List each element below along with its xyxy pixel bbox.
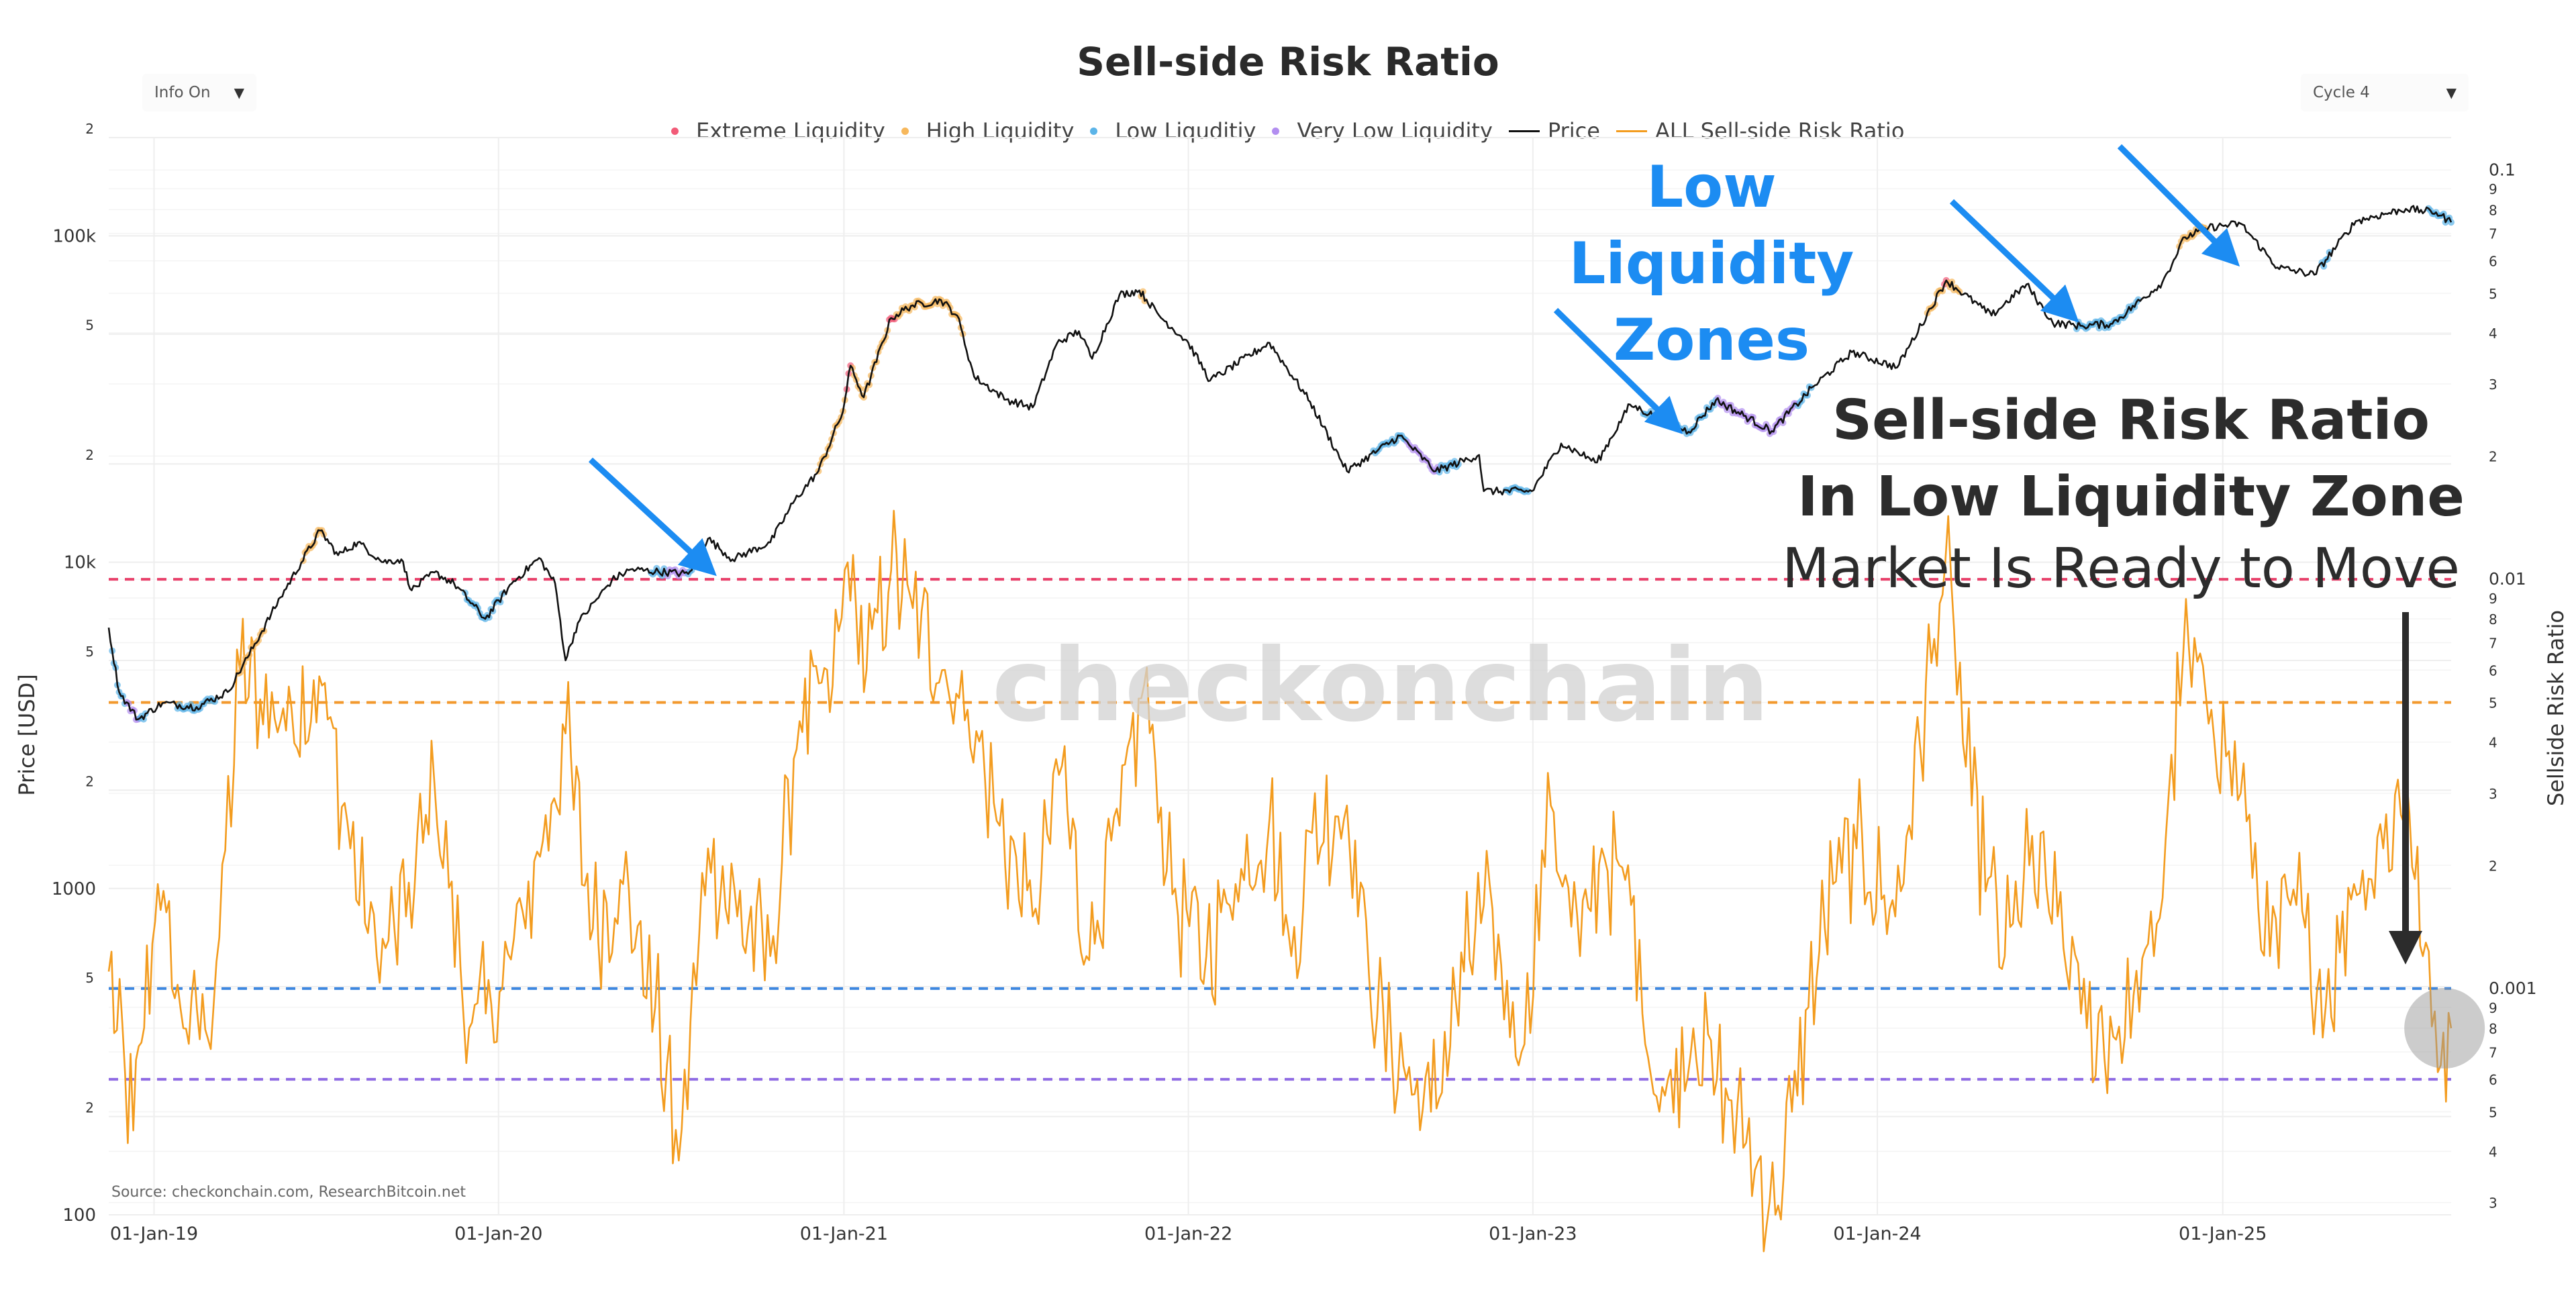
legend-item[interactable]: Low Liquditiy <box>1090 118 1256 144</box>
y-right-tick-label: 6 <box>2489 662 2497 679</box>
ssrr-line1: Sell-side Risk Ratio <box>1832 389 2430 452</box>
y-right-tick-label: 7 <box>2489 1044 2497 1060</box>
y-right-tick-label: 8 <box>2489 611 2497 628</box>
cycle-dropdown[interactable]: Cycle 4 ▼ <box>2301 74 2469 111</box>
chevron-down-icon: ▼ <box>2446 85 2457 101</box>
y-right-tick-label: 6 <box>2489 254 2497 270</box>
y-right-tick-label: 7 <box>2489 226 2497 242</box>
y-left-tick-label: 10k <box>64 553 96 573</box>
legend-item[interactable]: Price <box>1508 118 1600 144</box>
chart-title: Sell-side Risk Ratio <box>1077 39 1499 85</box>
legend-label: High Liquidity <box>926 118 1075 144</box>
legend-label: ALL Sell-side Risk Ratio <box>1654 118 1905 144</box>
chart-legend: Extreme Liquidity High Liquidity Low Liqud… <box>671 118 1920 144</box>
series-ratio-line <box>107 509 2453 1252</box>
y-left-tick-label: 2 <box>85 773 94 789</box>
info-dropdown-label: Info On <box>154 84 211 101</box>
low-liquidity-line2: Zones <box>1613 307 1810 374</box>
y-left-tick-label: 5 <box>85 317 94 334</box>
x-tick-label: 01-Jan-19 <box>110 1224 198 1244</box>
y-right-tick-label: 0.001 <box>2489 979 2537 998</box>
y-left-tick-label: 100 <box>62 1205 96 1226</box>
source-note: Source: checkonchain.com, ResearchBitcoi… <box>111 1184 466 1201</box>
legend-swatch <box>1272 127 1280 135</box>
y-right-tick-label: 0.1 <box>2489 160 2516 179</box>
y-left-tick-label: 1000 <box>52 879 96 899</box>
y-right-tick-label: 2 <box>2489 449 2497 465</box>
series-price-line <box>107 205 2453 721</box>
y-right-tick-label: 4 <box>2489 1144 2497 1160</box>
y-right-tick-label: 7 <box>2489 636 2497 652</box>
y-right-tick-label: 3 <box>2489 786 2497 802</box>
legend-swatch <box>1616 130 1647 132</box>
arrow-blue <box>588 457 717 577</box>
threshold-lines <box>109 578 2451 1081</box>
legend-swatch <box>671 127 679 135</box>
legend-label: Low Liquditiy <box>1115 118 1256 144</box>
legend-item[interactable]: ALL Sell-side Risk Ratio <box>1616 118 1904 144</box>
y-right-tick-label: 9 <box>2489 591 2497 607</box>
watermark: checkonchain <box>992 628 1771 744</box>
y-left-tick-label: 2 <box>85 1100 94 1116</box>
y-right-tick-label: 5 <box>2489 695 2497 711</box>
y-right-tick-label: 4 <box>2489 735 2497 751</box>
y-left-tick-label: 2 <box>85 121 94 137</box>
y-right-tick-label: 9 <box>2489 181 2497 197</box>
y-right-tick-label: 4 <box>2489 326 2497 342</box>
ssrr-line2: In Low Liquidity Zone <box>1797 465 2465 529</box>
y-left-tick-label: 5 <box>85 644 94 660</box>
legend-item[interactable]: High Liquidity <box>901 118 1075 144</box>
chevron-down-icon: ▼ <box>234 85 244 101</box>
low-liquidity-line1: Low Liquidity <box>1569 154 1854 297</box>
y-axis-right-title: Sellside Risk Ratio <box>2543 609 2569 807</box>
low-liquidity-annotation: Low Liquidity Zones <box>1503 149 1920 379</box>
legend-swatch <box>1090 127 1098 135</box>
info-dropdown[interactable]: Info On ▼ <box>142 74 256 111</box>
legend-item[interactable]: Very Low Liquidity <box>1272 118 1493 144</box>
y-right-tick-label: 9 <box>2489 1000 2497 1016</box>
arrow-blue <box>1949 199 2079 323</box>
ssrr-line3: Market Is Ready to Move <box>1782 537 2460 601</box>
ssrr-annotation: Sell-side Risk Ratio In Low Liquidity Zo… <box>1732 383 2530 536</box>
x-tick-label: 01-Jan-20 <box>454 1224 542 1244</box>
chart-series <box>107 205 2455 1252</box>
y-right-tick-label: 3 <box>2489 377 2497 393</box>
legend-item[interactable]: Extreme Liquidity <box>671 118 885 144</box>
arrow-blue <box>1553 307 1683 434</box>
low-liquidity-marker <box>2404 987 2485 1068</box>
cycle-dropdown-label: Cycle 4 <box>2313 84 2370 101</box>
x-tick-label: 01-Jan-22 <box>1144 1224 1232 1244</box>
x-tick-label: 01-Jan-21 <box>800 1224 888 1244</box>
y-right-tick-label: 5 <box>2489 1104 2497 1120</box>
x-tick-label: 01-Jan-24 <box>1833 1224 1921 1244</box>
y-left-tick-label: 100k <box>52 226 96 246</box>
y-left-tick-label: 2 <box>85 447 94 463</box>
legend-swatch <box>901 127 909 135</box>
legend-swatch <box>1508 130 1540 132</box>
y-right-tick-label: 6 <box>2489 1072 2497 1088</box>
y-right-tick-label: 5 <box>2489 286 2497 302</box>
legend-label: Price <box>1547 118 1600 144</box>
x-tick-label: 01-Jan-25 <box>2179 1224 2267 1244</box>
y-axis-left-title: Price [USD] <box>14 674 40 796</box>
legend-label: Extreme Liquidity <box>696 118 885 144</box>
y-right-tick-label: 8 <box>2489 1021 2497 1037</box>
y-right-tick-label: 0.01 <box>2489 569 2526 589</box>
y-right-tick-label: 8 <box>2489 202 2497 218</box>
annotation-arrows <box>588 144 2485 1068</box>
y-right-tick-label: 3 <box>2489 1195 2497 1211</box>
chart-axes: 100 2 5 1000 2 5 10k 2 5 100k 2 3 4 5 6 7 8 9 0.001 2 3 4 5 6 7 8… <box>52 121 2537 1244</box>
y-right-tick-label: 2 <box>2489 858 2497 874</box>
y-left-tick-label: 5 <box>85 970 94 986</box>
arrow-blue <box>2117 144 2240 267</box>
x-tick-label: 01-Jan-23 <box>1489 1224 1577 1244</box>
legend-label: Very Low Liquidity <box>1297 118 1493 144</box>
